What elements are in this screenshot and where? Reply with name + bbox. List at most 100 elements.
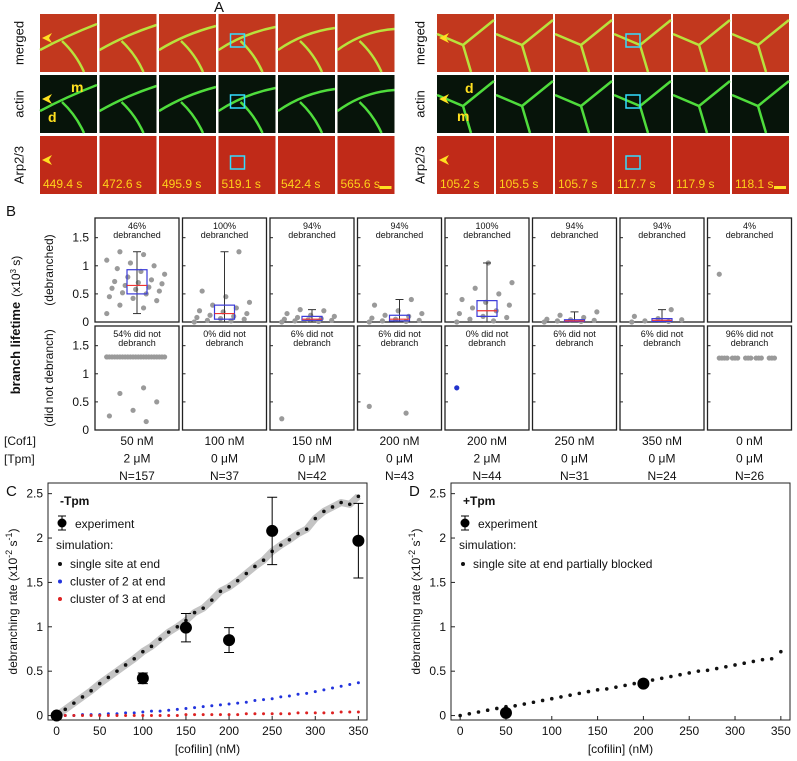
lifetime-point — [668, 307, 674, 313]
x-tick-label: 0 — [457, 724, 464, 738]
lifetime-point — [114, 265, 120, 272]
plot-frame — [531, 217, 618, 323]
simulation-point — [253, 698, 257, 702]
simulation-point — [678, 672, 682, 677]
condition-n: N=24 — [647, 469, 676, 483]
y-tick-label: 1 — [82, 367, 89, 381]
timestamp: 565.6 s — [341, 177, 380, 191]
actin-filament — [554, 19, 613, 73]
lifetime-point — [159, 281, 165, 287]
simulation-point — [650, 678, 655, 682]
arrowhead — [439, 33, 449, 43]
lifetime-point — [416, 317, 422, 323]
x-tick-label: 100 — [133, 724, 153, 738]
simulation-point — [115, 714, 119, 718]
percent-note: debranched — [201, 230, 249, 240]
y-axis-title-part: -1 — [4, 532, 14, 540]
simulation-point — [485, 708, 490, 713]
simulation-point — [236, 713, 240, 717]
simulation-point — [769, 656, 774, 661]
simulation-point — [287, 694, 291, 698]
simulation-point — [218, 589, 223, 594]
row-label: merged — [11, 21, 26, 65]
arrowhead — [42, 33, 52, 43]
lifetime-point — [223, 294, 229, 300]
simulation-point — [356, 710, 360, 714]
timestamp: 105.2 s — [440, 177, 479, 191]
percent-note: 54% did not — [113, 329, 161, 339]
y-axis-unit: 3 — [9, 268, 18, 273]
lifetime-point — [369, 315, 375, 321]
y-axis-title-part: debranching rate (x10 — [6, 557, 20, 674]
y-tick-label: 1 — [36, 620, 43, 634]
y-tick-label: 1.5 — [429, 575, 446, 589]
panel-label: A — [214, 0, 224, 16]
simulation-point — [669, 674, 673, 679]
lifetime-point — [199, 288, 205, 294]
simulation-point — [235, 578, 240, 583]
micrograph-tile — [555, 136, 612, 194]
iqr-box — [301, 315, 323, 321]
legend-label: cluster of 3 at end — [70, 592, 165, 606]
timestamp: 105.7 s — [558, 177, 597, 191]
condition-n: N=43 — [385, 469, 414, 483]
timestamp: 449.4 s — [43, 177, 82, 191]
iqr-box — [476, 300, 498, 317]
actin-filament — [672, 80, 731, 134]
simulation-point — [330, 505, 335, 509]
y-tick-label: 1 — [439, 620, 446, 634]
lifetime-point — [631, 313, 637, 319]
lifetime-point — [454, 385, 460, 391]
y-axis-title-part: s — [6, 540, 20, 549]
row-label: actin — [412, 90, 427, 117]
x-tick-label: 150 — [176, 724, 196, 738]
legend-label: cluster of 2 at end — [70, 575, 165, 589]
simulation-point — [296, 692, 300, 696]
percent-note: 94% — [565, 221, 583, 231]
lifetime-point — [395, 308, 401, 314]
simulation-point — [513, 703, 517, 708]
iqr-box — [388, 314, 411, 322]
legend-title: +Tpm — [463, 494, 495, 508]
legend-label: experiment — [478, 517, 538, 531]
arrowhead — [439, 155, 449, 165]
row-header: [Tpm] — [4, 452, 35, 466]
simulation-point — [149, 714, 153, 718]
x-axis-title: [cofilin] (nM) — [588, 742, 653, 756]
simulation-point — [192, 610, 197, 615]
plot-frame — [531, 325, 618, 431]
lifetime-point — [467, 316, 473, 322]
lifetime-point — [581, 314, 587, 321]
legend-heading: simulation: — [56, 538, 113, 552]
lifetime-point — [557, 312, 563, 318]
experiment-point — [637, 677, 650, 690]
lifetime-point — [379, 318, 386, 324]
lifetime-point — [191, 319, 197, 325]
lifetime-point — [724, 355, 730, 361]
simulation-point — [522, 702, 527, 706]
simulation-point — [201, 705, 205, 709]
legend-heading: simulation: — [459, 538, 516, 552]
timestamp: 118.1 s — [735, 177, 773, 191]
lifetime-point — [117, 249, 123, 255]
simulation-point — [322, 688, 326, 692]
lifetime-point — [308, 312, 314, 318]
simulation-point — [467, 711, 472, 716]
micrograph-tile — [159, 75, 216, 133]
simulation-point — [304, 527, 309, 531]
simulation-point — [193, 713, 197, 717]
simulation-point — [261, 558, 266, 563]
simulation-point — [586, 689, 591, 694]
filament-tag: m — [71, 79, 83, 95]
percent-note: 100% — [213, 221, 236, 231]
lifetime-point — [490, 318, 497, 324]
roi-box — [229, 33, 246, 48]
lifetime-point — [469, 305, 476, 311]
simulation-point — [63, 707, 68, 712]
legend-marker — [58, 597, 62, 601]
percent-note: 100% — [475, 221, 498, 231]
simulation-point — [632, 681, 637, 686]
lifetime-point — [127, 260, 134, 266]
condition-tpm: 2 μM — [474, 452, 501, 466]
condition-tpm: 0 μM — [736, 452, 763, 466]
